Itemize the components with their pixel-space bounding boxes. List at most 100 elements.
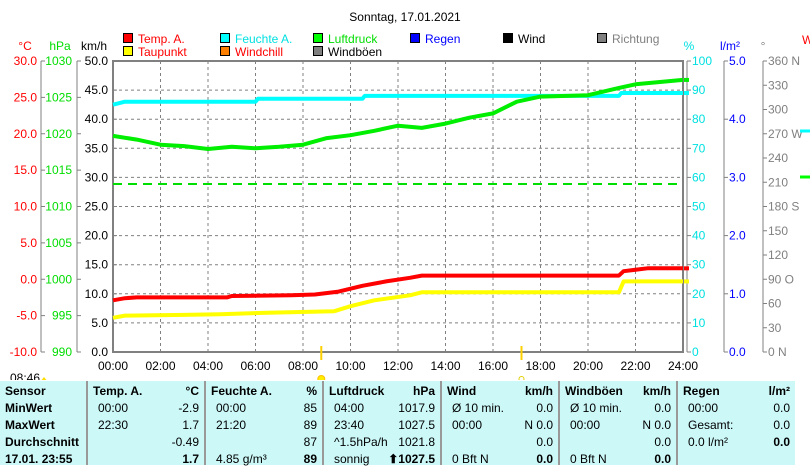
table-column: Luftdruck hPa 04:00 1017.9 23:40 1027.5 ^1.5hP… [324,381,442,468]
legend-swatch [313,46,323,56]
legend-label: Windchill [235,45,283,59]
table-row: 00:00 0.0 [683,400,790,417]
pressure-tick-label: 1015 [45,163,72,177]
table-row: Ø 10 min. 0.0 [447,400,553,417]
table-row: Regen l/m² [683,383,790,400]
direction-tick-label: 210 [768,175,788,189]
legend-swatch [503,33,513,43]
pressure-tick-label: 1010 [45,200,72,214]
rain-unit-label: l/m² [720,39,740,53]
cell-label: Sensor [5,384,46,398]
cell-value: 85 [303,401,317,415]
pressure-tick-label: 995 [52,309,72,323]
partial-legend-label: W [802,33,810,47]
temp-tick-label: 25.0 [14,90,38,104]
cell-value: 1.7 [182,452,199,466]
cell-label: 00:00 [216,401,247,415]
temp-tick-label: -10.0 [10,345,38,359]
direction-tick-label: 270 W [768,127,803,141]
table-column: Feuchte A.% 00:00 85 21:20 89 87 4.85 g/m³ 89 [206,381,324,466]
cell-value: -2.9 [178,401,199,415]
cell-label: 0 Bft N [452,452,489,466]
pressure-unit-label: hPa [49,39,71,53]
x-tick-label: 06:00 [240,359,270,373]
cell-label: Temp. A. [93,384,143,398]
table-row: 00:00 -2.9 [93,400,199,417]
direction-tick-label: 240 [768,151,788,165]
rain-tick-label: 5.0 [729,54,746,68]
pressure-tick-label: 1020 [45,127,72,141]
cell-label: 00:00 [98,401,129,415]
x-tick-label: 10:00 [335,359,365,373]
statistics-table: Sensor MinWert MaxWert Durchschnitt 17.01. 2… [0,381,795,468]
legend-swatch [123,46,133,56]
table-column: Wind km/h Ø 10 min. 0.0 00:00 N 0.0 0.0 0 Bft N… [442,381,560,466]
series-line-taupunkt [112,279,683,320]
direction-tick-label: 330 [768,78,788,92]
x-tick-label: 18:00 [525,359,555,373]
humidity-tick-label: 70 [692,141,706,155]
direction-tick-label: 60 [768,297,782,311]
legend-swatch [220,46,230,56]
humidity-tick-label: 50 [692,200,706,214]
table-row: 0.0 [565,434,671,451]
wind-tick-label: 40.0 [85,112,109,126]
cell-label: Luftdruck [329,384,385,398]
legend-label: Luftdruck [328,32,378,46]
cell-label: Gesamt: [688,418,734,432]
cell-label: 21:20 [216,418,247,432]
temp-tick-label: 30.0 [14,54,38,68]
cell-label: 0.0 l/m² [688,435,729,449]
direction-unit-label: ° [761,39,766,53]
table-row: Gesamt: 0.0 [683,417,790,434]
table-row: Wind km/h [447,383,553,400]
legend-label: Temp. A. [138,32,185,46]
cell-value: °C [185,384,199,398]
rain-tick-label: 4.0 [729,112,746,126]
pressure-tick-label: 1005 [45,236,72,250]
temp-tick-label: 10.0 [14,200,38,214]
cell-value: -0.49 [171,435,199,449]
legend-label: Taupunkt [138,45,187,59]
table-row: MinWert [5,400,81,417]
wind-tick-label: 0.0 [91,345,108,359]
humidity-tick-label: 0 [692,345,699,359]
table-row: 17.01. 23:55 [5,451,81,468]
cell-value: 0.0 [654,435,671,449]
cell-label: 22:30 [98,418,129,432]
x-tick-label: 12:00 [383,359,413,373]
cell-value: km/h [524,384,553,398]
legend-label: Regen [425,32,460,46]
temp-tick-label: 5.0 [20,236,37,250]
cell-value: 1017.9 [398,401,435,415]
table-row: sonnig ⬆1027.5 [329,451,435,468]
sunrise-time: 08:46 [10,371,40,380]
pressure-tick-label: 1000 [45,272,72,286]
humidity-tick-label: 10 [692,316,706,330]
cell-label: 0 Bft N [570,452,607,466]
direction-tick-label: 120 [768,248,788,262]
pressure-tick-label: 990 [52,345,72,359]
table-row: 00:00 85 [211,400,317,417]
cell-label: MinWert [5,401,53,415]
weather-chart: Sonntag, 17.01.2021 Temp. A. Feuchte A. Luf… [10,10,810,380]
cell-value: 0.0 [773,401,790,415]
table-row: 04:00 1017.9 [329,400,435,417]
table-row: 1.7 [93,451,199,468]
series-line-feuchte-a- [112,91,683,107]
cell-value: % [306,384,317,398]
legend-label: Windböen [328,45,382,59]
table-row: 22:30 1.7 [93,417,199,434]
sunrise-icon [41,377,47,380]
humidity-tick-label: 60 [692,170,706,184]
legend-swatch [410,33,420,43]
cell-label: 17.01. 23:55 [5,452,73,466]
wind-tick-label: 15.0 [85,258,109,272]
cell-value: 0.0 [654,452,671,466]
wind-tick-label: 30.0 [85,170,109,184]
direction-tick-label: 150 [768,224,788,238]
cell-label: Durchschnitt [5,435,80,449]
cell-label: Ø 10 min. [570,401,623,415]
temp-tick-label: -5.0 [16,309,37,323]
humidity-tick-label: 100 [692,54,712,68]
